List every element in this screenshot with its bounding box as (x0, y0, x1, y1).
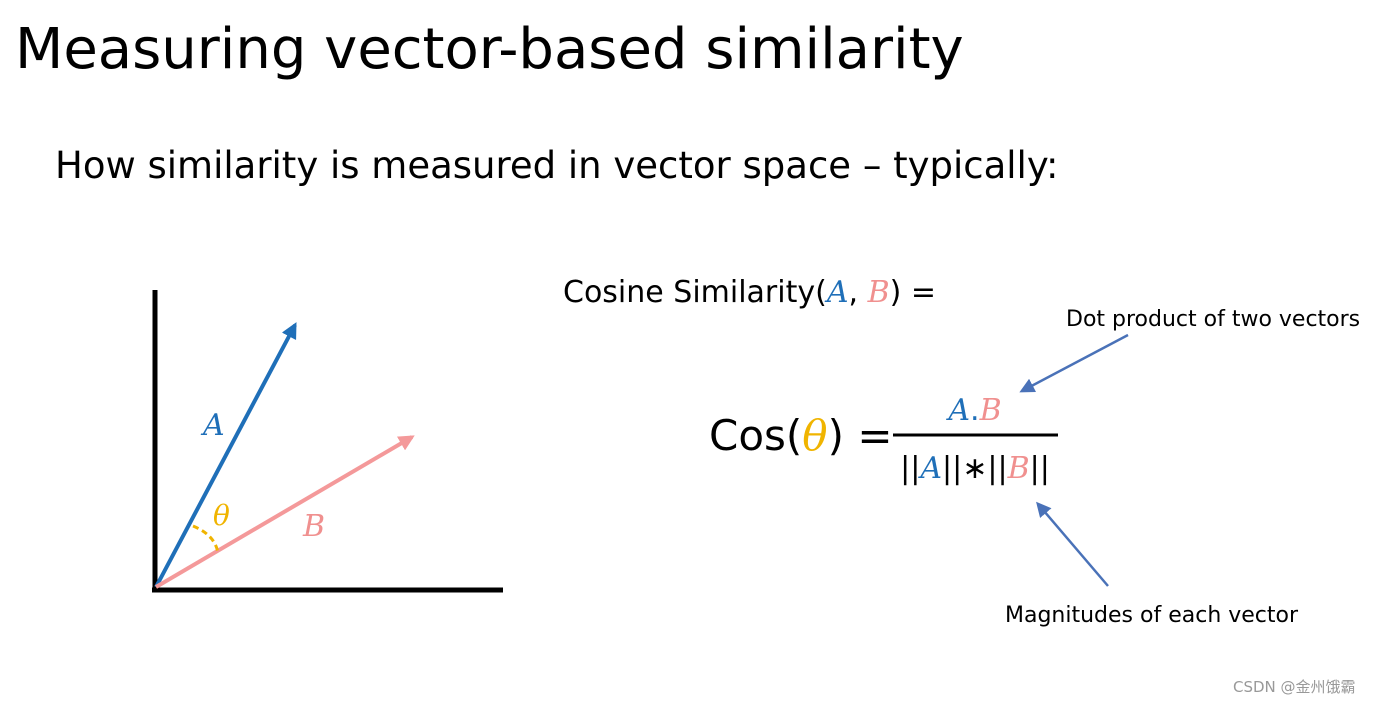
symbol-a: A (945, 393, 970, 428)
vector-diagram: A θ B (152, 290, 503, 593)
symbol-b: B (1007, 451, 1030, 486)
text: ||∗|| (942, 451, 1008, 486)
numerator: A.B (945, 393, 1001, 428)
vector-b-label: B (302, 509, 325, 544)
vector-b (154, 435, 415, 589)
subtitle: How similarity is measured in vector spa… (55, 144, 1059, 187)
definition: Cosine Similarity(A, B) = (563, 275, 936, 310)
symbol-theta: θ (802, 411, 827, 460)
symbol-a: A (824, 275, 849, 310)
text: || (900, 451, 920, 486)
annotation-arrow (1019, 333, 1129, 393)
text: ) = (890, 275, 936, 310)
watermark: CSDN @金州饿霸 (1233, 678, 1356, 696)
annotation-arrow (1036, 501, 1109, 587)
text: , (849, 275, 868, 310)
vector-a (154, 322, 297, 588)
annotation: Dot product of two vectors (1066, 307, 1360, 332)
text: Cos( (709, 411, 802, 460)
formula-lhs: Cos(θ) = (709, 411, 893, 460)
symbol-a: A (917, 451, 942, 486)
text: || (1030, 451, 1050, 486)
symbol-b: B (979, 393, 1002, 428)
text: ) = (828, 411, 893, 460)
annotation: Magnitudes of each vector (1005, 603, 1299, 628)
symbol-b: B (867, 275, 890, 310)
angle-label: θ (213, 499, 230, 532)
title: Measuring vector-based similarity (15, 17, 964, 82)
text: Cosine Similarity( (563, 275, 827, 310)
denominator: ||A||∗||B|| (900, 451, 1050, 486)
angle-arc (192, 524, 220, 554)
vector-a-label: A (200, 408, 225, 443)
dot: . (970, 393, 980, 428)
